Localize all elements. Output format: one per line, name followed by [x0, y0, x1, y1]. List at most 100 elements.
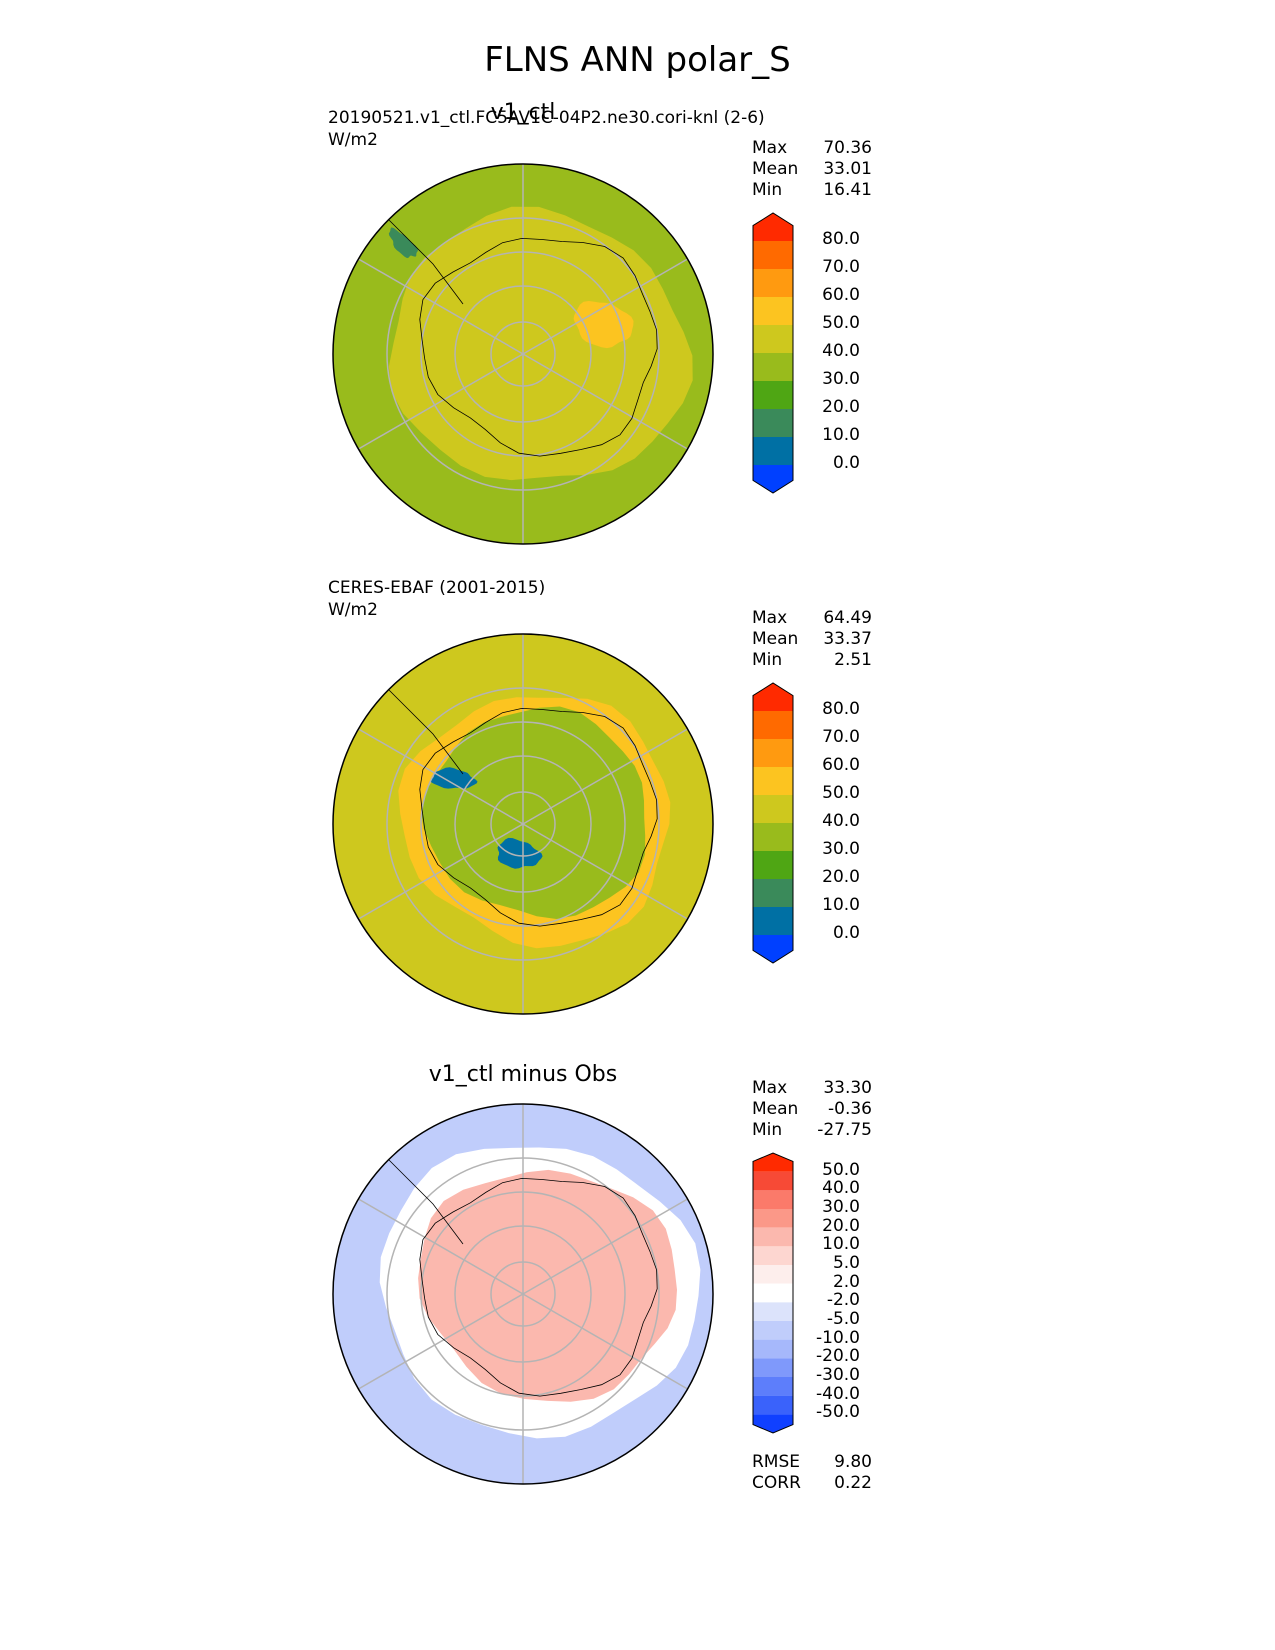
colorbar-bin [753, 1171, 793, 1191]
polar-map [332, 1103, 714, 1485]
stat-label: Min [752, 180, 783, 200]
colorbar-bin [753, 325, 793, 353]
colorbar-bin [753, 1414, 793, 1433]
colorbar-tick-label: 30.0 [822, 1197, 860, 1217]
panel-title: v1_ctl [490, 100, 556, 125]
colorbar-tick-label: 2.0 [832, 1271, 860, 1292]
coastline-peninsula [382, 1153, 464, 1245]
colorbar-tick-label: -5.0 [826, 1309, 860, 1329]
colorbar-tick-label: 80.0 [822, 229, 860, 249]
colorbar-outline [752, 212, 794, 494]
field-layer [333, 1104, 713, 1484]
stat-label: Mean [752, 1099, 799, 1119]
colorbar-bin [753, 879, 793, 907]
colorbar-bin [753, 1246, 793, 1265]
graticule [358, 634, 688, 1014]
colorbar-tick-label: 10.0 [822, 895, 860, 915]
coastline [419, 1177, 658, 1397]
field-zone-peninsula [388, 227, 418, 259]
meridian-line [358, 353, 524, 450]
colorbar-bin [753, 683, 793, 711]
stat-label: Mean [752, 629, 799, 649]
colorbar-bin [753, 1265, 793, 1284]
stat-value: 33.01 [823, 159, 872, 179]
meridian-line [522, 1198, 688, 1295]
colorbar-bin [753, 437, 793, 465]
colorbar-bin [753, 823, 793, 851]
stat-value: -27.75 [817, 1120, 872, 1140]
stat-label: Max [752, 138, 788, 158]
colorbar-bin [753, 1153, 793, 1172]
colorbar-tick-label: 20.0 [822, 1215, 860, 1236]
meridian-line [358, 1293, 524, 1390]
field-zone-ice-shelf-ronne [430, 767, 478, 789]
colorbar-tick-label: 40.0 [822, 811, 860, 831]
meridian-line [522, 353, 688, 450]
colorbar-bin [753, 1377, 793, 1396]
stat-value: 16.41 [823, 180, 872, 200]
colorbar-tick-label: 0.0 [832, 453, 860, 473]
colorbar-bin [753, 1321, 793, 1340]
colorbar-tick-label: 80.0 [822, 699, 860, 719]
colorbar-bin [753, 353, 793, 381]
map-border [332, 633, 714, 1015]
colorbar-bin [753, 409, 793, 437]
colorbar-bin [753, 269, 793, 297]
colorbar-bin [753, 739, 793, 767]
colorbar-bin [753, 1302, 793, 1321]
metric-label: CORR [752, 1473, 801, 1493]
colorbar-tick-label: -30.0 [816, 1365, 860, 1385]
stat-value: 33.30 [823, 1078, 872, 1098]
colorbar-bin [753, 711, 793, 739]
colorbar-bin [753, 381, 793, 409]
colorbar-tick-label: 60.0 [822, 285, 860, 305]
colorbar-bin [753, 767, 793, 795]
colorbar-bin [753, 465, 793, 493]
colorbar-bin [753, 935, 793, 963]
colorbar-tick-label: 5.0 [832, 1253, 860, 1273]
colorbar-outline [752, 1152, 794, 1434]
coastline-peninsula [382, 213, 464, 305]
colorbar-tick-label: -10.0 [816, 1327, 860, 1348]
meridian-line [522, 728, 688, 825]
colorbar-bin [753, 1209, 793, 1228]
colorbar-tick-label: -50.0 [816, 1402, 860, 1423]
stat-label: Max [752, 608, 788, 628]
coastline [419, 237, 658, 457]
colorbar [752, 682, 794, 964]
panel-units: W/m2 [328, 130, 378, 150]
colorbar-tick-label: 10.0 [822, 1234, 860, 1255]
meridian-line [522, 258, 688, 355]
stat-label: Min [752, 1120, 783, 1140]
metric-value: 9.80 [834, 1452, 872, 1472]
colorbar-tick-label: 10.0 [822, 425, 860, 445]
map-border [332, 1103, 714, 1485]
stat-value: -0.36 [828, 1099, 872, 1119]
graticule [358, 1104, 688, 1484]
metric-value: 0.22 [834, 1473, 872, 1493]
colorbar-tick-label: 50.0 [822, 783, 860, 803]
colorbar-tick-label: 20.0 [822, 397, 860, 417]
polar-map [332, 633, 714, 1015]
colorbar-tick-label: 20.0 [822, 867, 860, 887]
colorbar-bin [753, 297, 793, 325]
stat-label: Mean [752, 159, 799, 179]
meridian-line [358, 728, 524, 825]
panel-units: W/m2 [328, 600, 378, 620]
colorbar-bin [753, 1339, 793, 1359]
stat-label: Min [752, 650, 783, 670]
panel-subtitle: 20190521.v1_ctl.FC5AV1C-04P2.ne30.cori-k… [328, 108, 765, 128]
colorbar-bin [753, 795, 793, 823]
stat-value: 64.49 [823, 608, 872, 628]
panel-subtitle: CERES-EBAF (2001-2015) [328, 578, 546, 598]
coastline [419, 707, 658, 927]
colorbar [752, 212, 794, 494]
colorbar-tick-label: 40.0 [822, 1178, 860, 1199]
figure-title: FLNS ANN polar_S [484, 40, 791, 80]
colorbar-tick-label: -20.0 [816, 1346, 860, 1367]
colorbar-tick-label: 70.0 [822, 727, 860, 747]
colorbar-tick-label: 30.0 [822, 839, 860, 859]
colorbar-bin [753, 1190, 793, 1209]
colorbar-bin [753, 213, 793, 241]
colorbar [752, 1152, 794, 1434]
